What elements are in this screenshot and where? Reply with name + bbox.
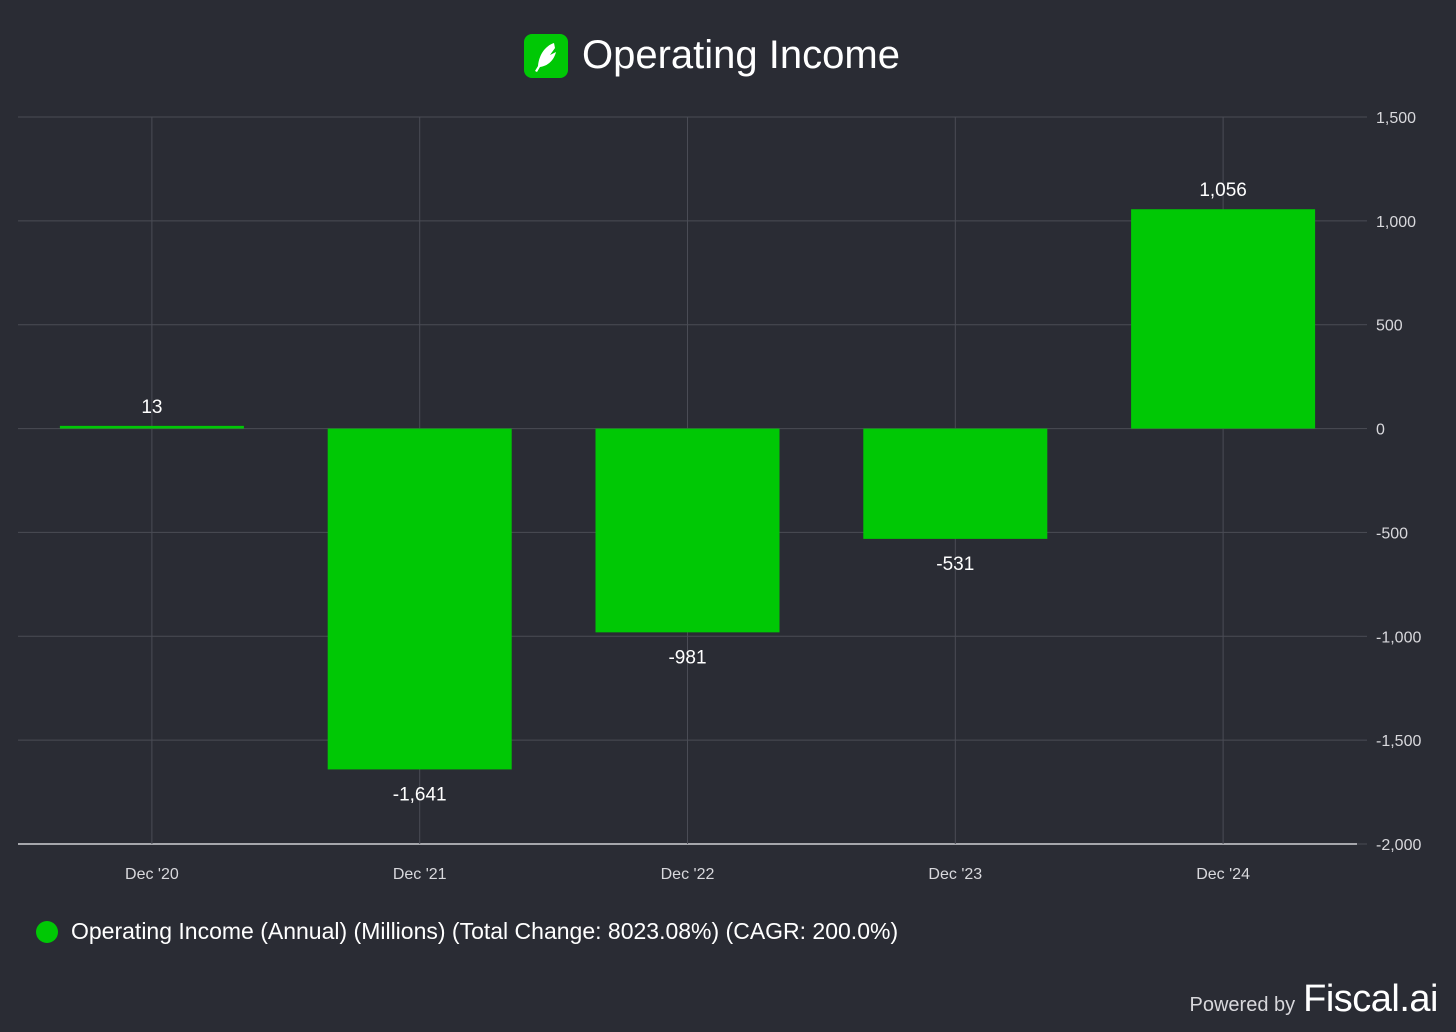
y-axis: 1,500 1,000 500 0 -500 -1,000 -1,500 -2,000 <box>1357 110 1421 854</box>
bar[interactable] <box>1131 209 1316 429</box>
x-tick-label: Dec '24 <box>1196 866 1250 883</box>
y-tick-label: -500 <box>1376 525 1408 542</box>
data-label: -1,641 <box>393 784 447 805</box>
x-tick-label: Dec '20 <box>125 866 179 883</box>
chart-title-group: Operating Income <box>524 33 900 78</box>
fiscal-ai-logo: Fiscal.ai <box>1303 978 1438 1020</box>
robinhood-feather-icon <box>524 34 568 78</box>
data-label: 1,056 <box>1199 180 1247 201</box>
y-tick-label: -1,000 <box>1376 629 1421 646</box>
chart-title: Operating Income <box>582 33 900 77</box>
bars <box>59 209 1316 770</box>
y-tick-label: 1,500 <box>1376 110 1416 127</box>
y-tick-label: 0 <box>1376 422 1385 439</box>
x-axis: Dec '20 Dec '21 Dec '22 Dec '23 Dec '24 <box>125 866 1250 883</box>
x-tick-label: Dec '22 <box>661 866 715 883</box>
x-tick-label: Dec '21 <box>393 866 447 883</box>
powered-by-label: Powered by <box>1189 994 1296 1016</box>
y-tick-label: -1,500 <box>1376 733 1421 750</box>
operating-income-chart: Operating Income 13 -1,641 -981 -531 1,056 D… <box>18 33 1421 883</box>
legend-marker <box>36 920 58 943</box>
data-label: -531 <box>936 554 974 575</box>
powered-by-footer[interactable]: Powered by Fiscal.ai <box>1190 978 1439 1021</box>
data-label: -981 <box>668 647 706 668</box>
y-tick-label: 1,000 <box>1376 214 1416 231</box>
bar[interactable] <box>59 425 244 429</box>
data-labels: 13 -1,641 -981 -531 1,056 <box>141 180 1247 805</box>
bar[interactable] <box>863 428 1048 539</box>
x-tick-label: Dec '23 <box>928 866 982 883</box>
legend-label: Operating Income (Annual) (Millions) (To… <box>71 918 899 944</box>
data-label: 13 <box>141 397 162 418</box>
y-tick-label: 500 <box>1376 318 1403 335</box>
legend[interactable]: Operating Income (Annual) (Millions) (To… <box>36 918 898 945</box>
bar[interactable] <box>595 428 780 633</box>
y-tick-label: -2,000 <box>1376 837 1421 854</box>
bar[interactable] <box>327 428 512 770</box>
